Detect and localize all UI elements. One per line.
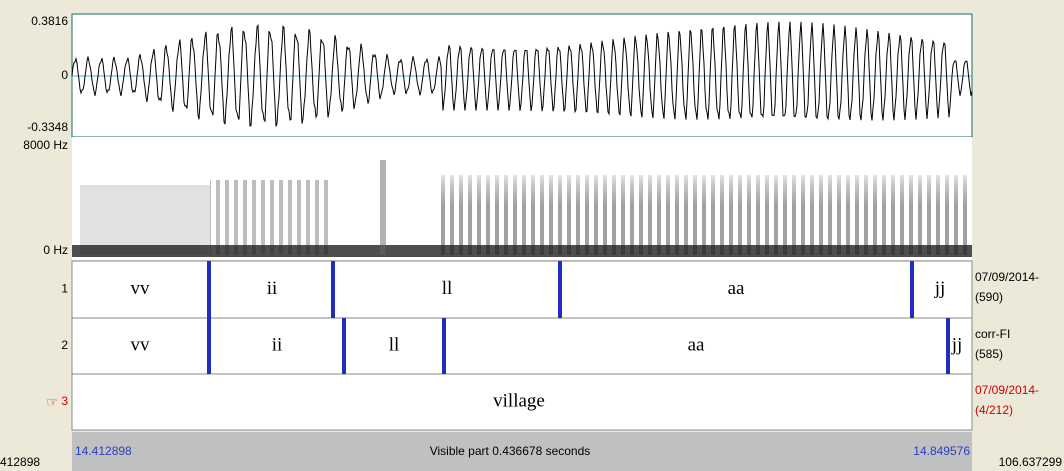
footer-start: 14.412898 <box>75 444 132 458</box>
tier-info: (585) <box>975 347 1003 361</box>
boundary <box>946 318 950 374</box>
boundary <box>442 318 446 374</box>
interval-label: village <box>493 390 545 411</box>
tier-number: 3 <box>61 394 68 408</box>
boundary <box>207 318 211 374</box>
tier-number: 2 <box>61 338 68 352</box>
tier-info: 07/09/2014- <box>975 383 1039 397</box>
boundary <box>342 318 346 374</box>
wave-zero: 0 <box>61 68 68 82</box>
interval-label: aa <box>728 278 745 299</box>
spectro-burst <box>380 160 386 255</box>
boundary <box>207 261 211 318</box>
wave-max: 0.3816 <box>31 14 68 28</box>
interval-label: vv <box>131 334 151 355</box>
footer-visible: Visible part 0.436678 seconds <box>430 444 591 458</box>
tier-number: 1 <box>61 282 68 296</box>
interval-label: jj <box>934 278 946 299</box>
boundary <box>558 261 562 318</box>
boundary <box>910 261 914 318</box>
footer-end: 14.849576 <box>913 444 970 458</box>
spectro-f0 <box>72 245 972 257</box>
interval-label: ll <box>389 334 400 355</box>
tier-info: (590) <box>975 290 1003 304</box>
interval-label: ii <box>272 334 283 355</box>
wave-min: -0.3348 <box>27 120 68 134</box>
footer-bar <box>72 432 972 471</box>
pointer-icon: ☞ <box>46 394 58 409</box>
waveform <box>71 21 973 127</box>
spectro-energy <box>210 180 330 255</box>
boundary <box>331 261 335 318</box>
tier-info: 07/09/2014- <box>975 270 1039 284</box>
tier-info: (4/212) <box>975 403 1013 417</box>
interval-label: vv <box>131 278 151 299</box>
tier-area <box>71 260 973 431</box>
interval-label: ll <box>442 278 453 299</box>
footer-right-total: 106.637299 <box>999 455 1063 469</box>
footer-left-total: 412898 <box>0 455 40 469</box>
spectro-fade <box>440 165 970 205</box>
spectro-top: 8000 Hz <box>23 138 68 152</box>
labels: 0.3816 0 -0.3348 8000 Hz 0 Hz 412898 14.… <box>0 14 1062 469</box>
interval-label: jj <box>951 334 963 355</box>
tier-info: corr-FI <box>975 327 1010 341</box>
interval-label: aa <box>688 334 705 355</box>
spectro-energy <box>80 185 210 255</box>
spectro-bottom: 0 Hz <box>43 243 68 257</box>
interval-label: ii <box>267 278 278 299</box>
